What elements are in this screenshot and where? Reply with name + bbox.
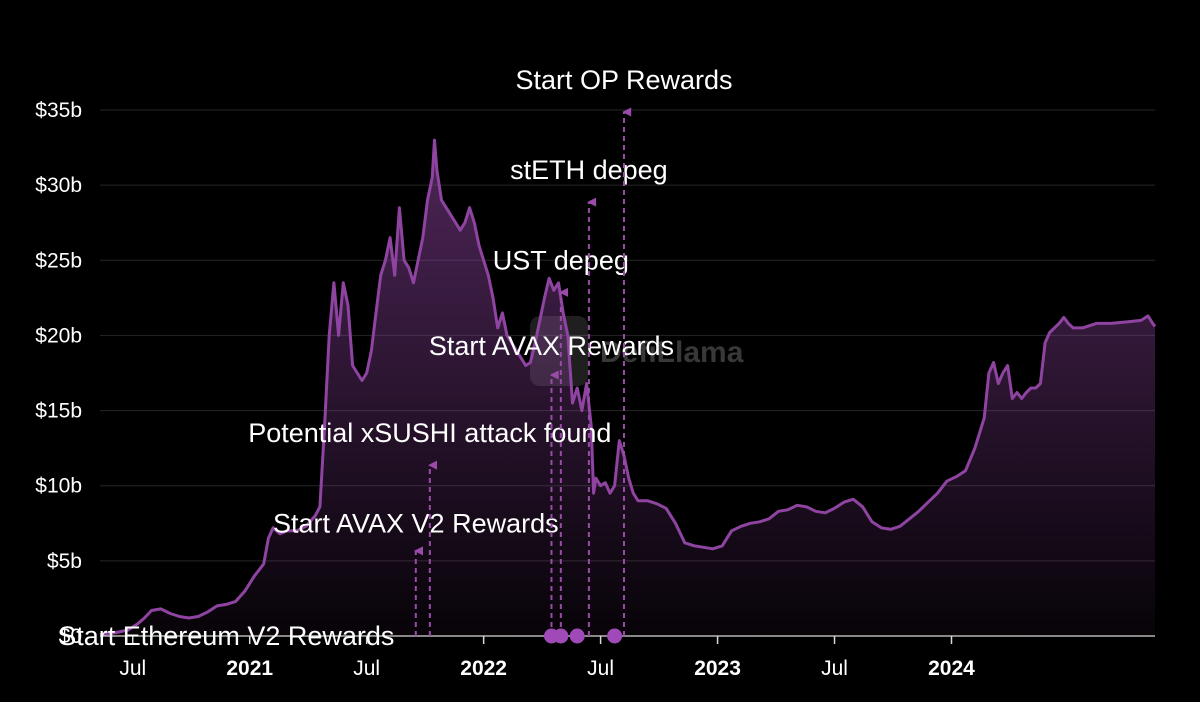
annotation-label: stETH depeg <box>510 155 668 185</box>
tvl-area-fill <box>100 140 1155 636</box>
y-tick-label: $15b <box>35 400 82 423</box>
tvl-area <box>99 138 1157 636</box>
annotation-label: Start AVAX V2 Rewards <box>273 508 559 538</box>
x-tick-label: 2021 <box>226 657 273 680</box>
annotations: Start Ethereum V2 Rewards Start AVAX V2 R… <box>58 65 732 651</box>
annotation-label: Start AVAX Rewards <box>429 331 674 361</box>
event-marker[interactable] <box>553 628 569 644</box>
annotation-label: Potential xSUSHI attack found <box>248 418 611 448</box>
event-marker[interactable] <box>607 628 623 644</box>
x-tick-label: 2022 <box>460 657 507 680</box>
x-tick-label: 2024 <box>928 657 975 680</box>
x-tick-label: Jul <box>353 657 380 680</box>
y-tick-label: $30b <box>35 174 82 197</box>
x-tick-label: Jul <box>821 657 848 680</box>
grid-lines <box>100 109 1155 562</box>
y-tick-label: $20b <box>35 324 82 347</box>
y-tick-label: $0 <box>59 625 82 648</box>
x-tick-label: Jul <box>119 657 146 680</box>
y-axis: $0 $5b $10b $15b $20b $25b $30b $35b <box>35 99 82 648</box>
y-tick-label: $5b <box>47 550 82 573</box>
y-tick-label: $35b <box>35 99 82 122</box>
event-markers <box>543 628 623 644</box>
x-axis: Jul 2021 Jul 2022 Jul 2023 Jul 2024 <box>100 635 1155 680</box>
event-marker[interactable] <box>569 628 585 644</box>
annotation-label: Start Ethereum V2 Rewards <box>58 621 394 651</box>
y-tick-label: $25b <box>35 249 82 272</box>
annotation-label: Start OP Rewards <box>515 65 732 95</box>
x-tick-label: 2023 <box>694 657 741 680</box>
y-tick-label: $10b <box>35 475 82 498</box>
annotation-label: UST depeg <box>493 245 629 275</box>
tvl-series-line <box>99 138 1157 636</box>
x-tick-label: Jul <box>587 657 614 680</box>
